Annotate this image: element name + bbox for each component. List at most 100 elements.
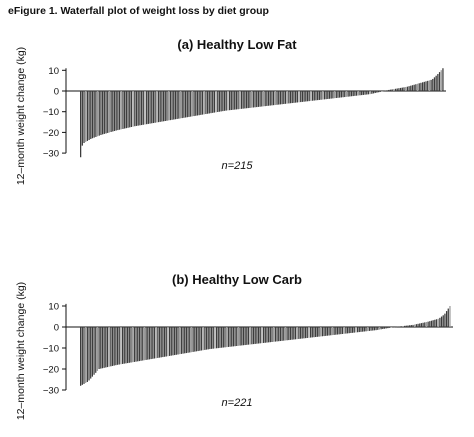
waterfall-bar — [294, 327, 297, 340]
waterfall-bar — [132, 91, 134, 127]
panel-a-n-label: n=215 — [221, 160, 253, 172]
waterfall-bar — [347, 91, 349, 97]
waterfall-bar — [449, 306, 451, 327]
waterfall-bar — [427, 80, 429, 91]
waterfall-bar — [190, 91, 192, 117]
waterfall-bar — [430, 320, 433, 327]
waterfall-bar — [91, 327, 94, 377]
waterfall-bar — [423, 81, 425, 91]
waterfall-bar — [372, 91, 375, 94]
waterfall-bar — [139, 91, 141, 126]
waterfall-bar — [283, 327, 285, 341]
waterfall-bar — [410, 85, 412, 91]
waterfall-bar — [237, 91, 239, 110]
waterfall-bar — [125, 327, 127, 364]
waterfall-bar — [111, 327, 114, 366]
waterfall-bar — [362, 327, 364, 332]
waterfall-bar — [348, 327, 350, 334]
waterfall-bar — [396, 88, 398, 91]
waterfall-bar — [227, 327, 229, 347]
waterfall-bar — [241, 327, 243, 346]
waterfall-bar — [242, 327, 245, 346]
waterfall-bar — [413, 84, 415, 91]
waterfall-bar — [317, 91, 319, 101]
waterfall-bar — [135, 91, 138, 126]
waterfall-bar — [421, 82, 424, 91]
waterfall-bar — [251, 91, 253, 108]
waterfall-bar — [132, 327, 134, 363]
waterfall-bar — [295, 91, 297, 103]
waterfall-bar — [388, 89, 390, 91]
y-tick-label: −20 — [43, 128, 59, 139]
waterfall-bar — [322, 91, 324, 100]
waterfall-bar — [223, 91, 226, 111]
waterfall-bar — [210, 327, 213, 349]
waterfall-bar — [440, 316, 443, 327]
waterfall-bar — [340, 327, 342, 335]
waterfall-bar — [262, 91, 265, 107]
waterfall-bar — [103, 327, 105, 368]
waterfall-bar — [376, 91, 378, 93]
waterfall-bar — [98, 327, 100, 369]
panel-b-n-label: n=221 — [221, 397, 253, 409]
waterfall-bar — [100, 327, 102, 369]
waterfall-bar — [161, 91, 163, 122]
waterfall-bar — [340, 91, 342, 98]
waterfall-bar — [354, 91, 356, 96]
waterfall-bar — [344, 91, 346, 98]
waterfall-bar — [86, 91, 89, 141]
waterfall-bar — [435, 319, 438, 327]
waterfall-bar — [405, 87, 407, 91]
waterfall-bar — [153, 327, 156, 359]
waterfall-bar — [341, 327, 344, 334]
waterfall-bar — [165, 327, 167, 357]
waterfall-bar — [338, 327, 340, 335]
waterfall-bar — [219, 327, 221, 348]
waterfall-bar — [291, 327, 293, 340]
waterfall-bar — [284, 91, 287, 104]
waterfall-bar — [157, 91, 160, 123]
waterfall-bar — [425, 322, 428, 327]
waterfall-bar — [372, 327, 374, 331]
y-tick-label: −30 — [43, 386, 59, 397]
waterfall-bar — [437, 74, 439, 91]
waterfall-bar — [154, 91, 156, 123]
waterfall-bar — [409, 325, 411, 327]
waterfall-bar — [162, 91, 165, 122]
waterfall-bar — [187, 327, 189, 353]
waterfall-bar — [205, 91, 207, 115]
waterfall-bar — [337, 91, 339, 98]
waterfall-bar — [115, 91, 117, 131]
waterfall-bar — [188, 91, 190, 117]
waterfall-bar — [382, 327, 384, 329]
waterfall-bar — [208, 91, 210, 114]
waterfall-bar — [259, 91, 261, 107]
waterfall-bar — [128, 327, 130, 363]
waterfall-bar — [311, 327, 313, 338]
waterfall-bar — [406, 86, 409, 91]
waterfall-bar — [206, 91, 209, 114]
waterfall-bar — [284, 327, 287, 341]
waterfall-bar — [85, 327, 87, 383]
waterfall-bar — [391, 89, 393, 91]
waterfall-bar — [252, 91, 254, 108]
waterfall-bar — [137, 327, 139, 362]
waterfall-bar — [116, 327, 119, 365]
waterfall-bar — [351, 327, 354, 333]
waterfall-bar — [169, 91, 171, 121]
waterfall-bar — [155, 327, 157, 359]
waterfall-bar — [414, 324, 416, 327]
waterfall-bar — [289, 91, 292, 104]
waterfall-bar — [88, 327, 90, 381]
waterfall-bar — [264, 91, 266, 107]
waterfall-bar — [93, 327, 95, 375]
waterfall-bar — [120, 91, 122, 130]
waterfall-bar — [365, 327, 367, 332]
waterfall-bar — [385, 327, 387, 329]
waterfall-bar — [356, 327, 359, 333]
waterfall-bar — [369, 91, 371, 95]
waterfall-bar — [418, 83, 420, 91]
y-tick-label: 10 — [48, 66, 59, 77]
waterfall-bar — [158, 327, 161, 358]
